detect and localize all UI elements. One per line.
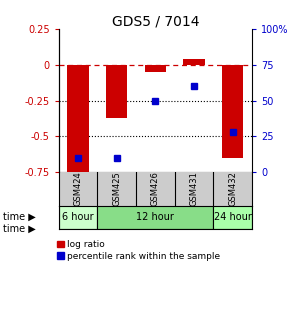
Text: 24 hour: 24 hour	[214, 212, 252, 222]
Bar	[106, 65, 127, 118]
Bar	[213, 206, 252, 229]
Text: time ▶: time ▶	[3, 224, 36, 234]
Text: GSM424: GSM424	[74, 171, 82, 206]
Text: GSM426: GSM426	[151, 171, 160, 206]
Text: 6 hour: 6 hour	[62, 212, 94, 222]
Text: GSM431: GSM431	[190, 171, 198, 206]
Bar	[222, 65, 243, 158]
Bar	[97, 206, 213, 229]
Text: 12 hour: 12 hour	[136, 212, 174, 222]
Title: GDS5 / 7014: GDS5 / 7014	[112, 14, 199, 28]
Text: GSM432: GSM432	[228, 171, 237, 206]
Bar	[67, 65, 88, 176]
Text: GSM425: GSM425	[112, 171, 121, 206]
Text: time ▶: time ▶	[3, 212, 36, 222]
Bar	[183, 60, 205, 65]
Legend: log ratio, percentile rank within the sample: log ratio, percentile rank within the sa…	[57, 240, 220, 261]
Bar	[145, 65, 166, 72]
Bar	[59, 206, 97, 229]
